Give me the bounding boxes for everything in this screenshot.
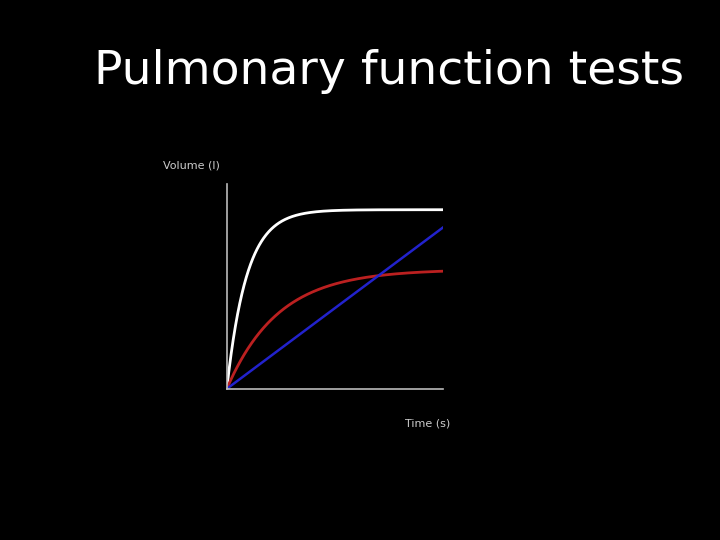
Text: Pulmonary function tests: Pulmonary function tests — [94, 49, 683, 93]
Text: Volume (l): Volume (l) — [163, 160, 220, 170]
Text: Time (s): Time (s) — [405, 418, 450, 429]
